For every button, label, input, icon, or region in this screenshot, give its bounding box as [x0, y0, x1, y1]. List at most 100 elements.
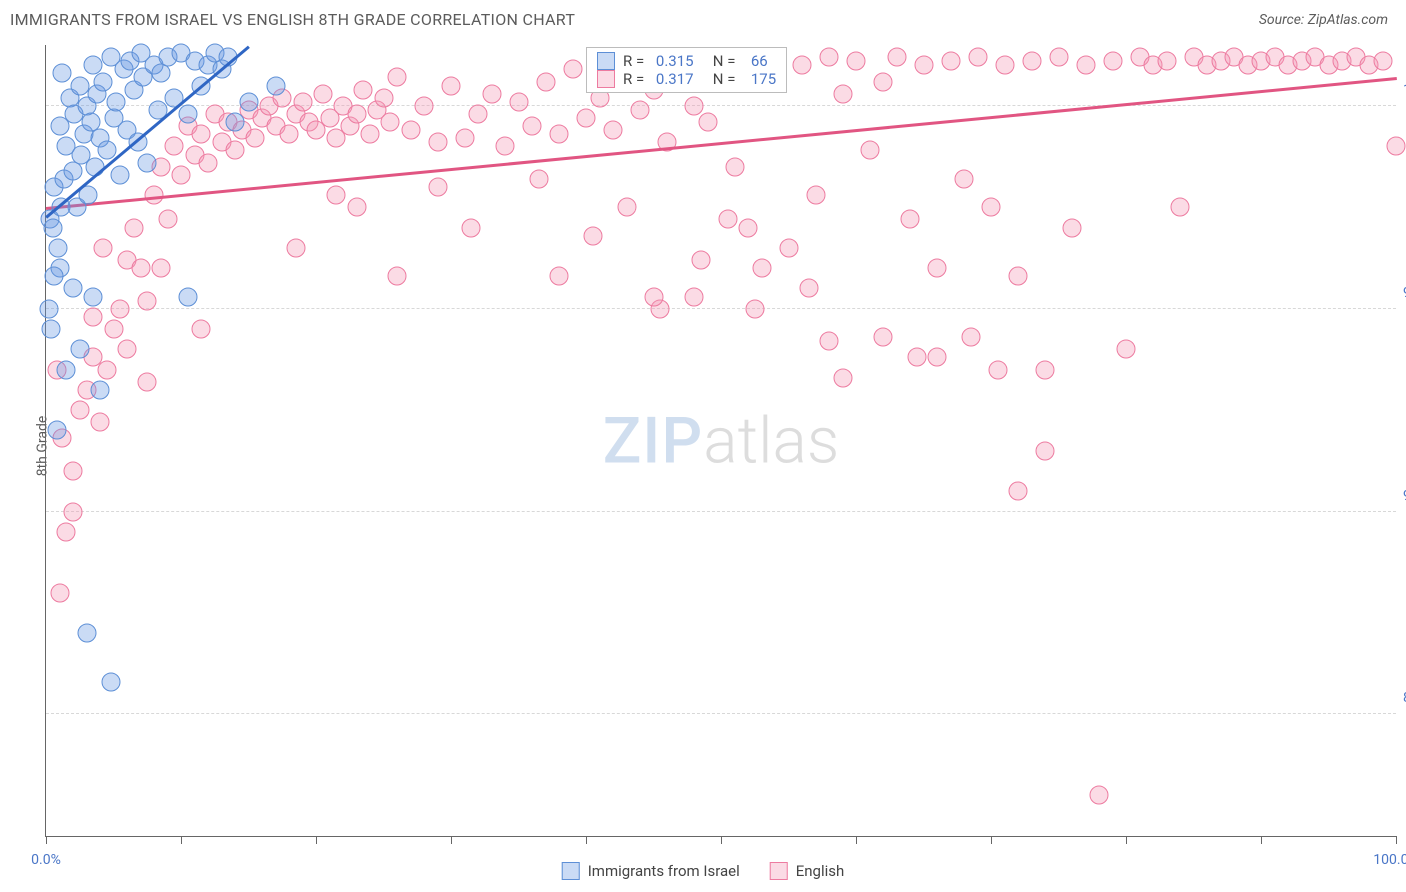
data-point — [455, 129, 474, 148]
chart-area: ZIPatlas 85.0%90.0%95.0%100.0%0.0%100.0%… — [45, 45, 1396, 837]
data-point — [138, 372, 157, 391]
data-point — [93, 72, 112, 91]
data-point — [550, 125, 569, 144]
data-point — [833, 368, 852, 387]
data-point — [583, 226, 602, 245]
data-point — [165, 137, 184, 156]
data-point — [57, 360, 76, 379]
data-point — [874, 72, 893, 91]
data-point — [192, 125, 211, 144]
x-tick — [991, 836, 992, 844]
data-point — [47, 421, 66, 440]
data-point — [293, 92, 312, 111]
data-point — [988, 360, 1007, 379]
stats-legend: R = 0.315 N = 66R = 0.317 N = 175 — [586, 47, 787, 93]
data-point — [64, 279, 83, 298]
data-point — [1009, 482, 1028, 501]
data-point — [644, 287, 663, 306]
data-point — [313, 84, 332, 103]
legend-item-english: English — [770, 862, 845, 880]
data-point — [361, 125, 380, 144]
data-point — [43, 218, 62, 237]
data-point — [280, 125, 299, 144]
data-point — [53, 64, 72, 83]
x-tick — [856, 836, 857, 844]
x-tick — [586, 836, 587, 844]
data-point — [151, 259, 170, 278]
data-point — [111, 165, 130, 184]
watermark-zip: ZIP — [603, 403, 704, 478]
data-point — [563, 60, 582, 79]
data-point — [907, 348, 926, 367]
data-point — [496, 137, 515, 156]
chart-source: Source: ZipAtlas.com — [1259, 12, 1388, 28]
data-point — [631, 100, 650, 119]
square-swatch-icon — [597, 70, 615, 88]
data-point — [1103, 52, 1122, 71]
data-point — [442, 76, 461, 95]
chart-title: IMMIGRANTS FROM ISRAEL VS ENGLISH 8TH GR… — [10, 10, 575, 29]
data-point — [64, 461, 83, 480]
stat-n-value: 66 — [747, 52, 768, 70]
stats-legend-row: R = 0.315 N = 66 — [597, 52, 776, 70]
data-point — [226, 141, 245, 160]
x-tick — [1126, 836, 1127, 844]
data-point — [874, 328, 893, 347]
data-point — [91, 380, 110, 399]
data-point — [536, 72, 555, 91]
data-point — [806, 186, 825, 205]
data-point — [131, 259, 150, 278]
x-tick — [181, 836, 182, 844]
data-point — [725, 157, 744, 176]
data-point — [199, 153, 218, 172]
data-point — [887, 48, 906, 67]
watermark: ZIPatlas — [603, 403, 840, 478]
data-point — [381, 113, 400, 132]
gridline — [46, 713, 1396, 714]
x-tick-label: 100.0% — [1373, 852, 1406, 868]
data-point — [428, 133, 447, 152]
bottom-legend: Immigrants from Israel English — [562, 862, 845, 880]
legend-item-israel: Immigrants from Israel — [562, 862, 740, 880]
data-point — [388, 267, 407, 286]
data-point — [172, 165, 191, 184]
data-point — [1022, 52, 1041, 71]
data-point — [415, 96, 434, 115]
data-point — [93, 238, 112, 257]
data-point — [604, 121, 623, 140]
data-point — [820, 48, 839, 67]
data-point — [84, 307, 103, 326]
data-point — [1387, 137, 1406, 156]
data-point — [347, 104, 366, 123]
data-point — [529, 169, 548, 188]
data-point — [462, 218, 481, 237]
data-point — [982, 198, 1001, 217]
data-point — [388, 68, 407, 87]
data-point — [124, 218, 143, 237]
data-point — [49, 238, 68, 257]
stat-r-value: 0.315 — [656, 52, 694, 70]
data-point — [577, 109, 596, 128]
data-point — [1117, 340, 1136, 359]
data-point — [1036, 360, 1055, 379]
x-tick — [1396, 836, 1397, 844]
data-point — [799, 279, 818, 298]
stat-n-value: 175 — [747, 70, 776, 88]
data-point — [901, 210, 920, 229]
x-tick — [721, 836, 722, 844]
data-point — [354, 80, 373, 99]
x-tick — [46, 836, 47, 844]
data-point — [70, 76, 89, 95]
data-point — [941, 52, 960, 71]
data-point — [1063, 218, 1082, 237]
legend-label: English — [796, 862, 845, 880]
chart-header: IMMIGRANTS FROM ISRAEL VS ENGLISH 8TH GR… — [0, 0, 1406, 37]
data-point — [107, 92, 126, 111]
data-point — [860, 141, 879, 160]
plot-region: ZIPatlas 85.0%90.0%95.0%100.0%0.0%100.0%… — [45, 45, 1396, 837]
data-point — [685, 287, 704, 306]
data-point — [158, 210, 177, 229]
data-point — [1157, 52, 1176, 71]
data-point — [482, 84, 501, 103]
data-point — [104, 319, 123, 338]
